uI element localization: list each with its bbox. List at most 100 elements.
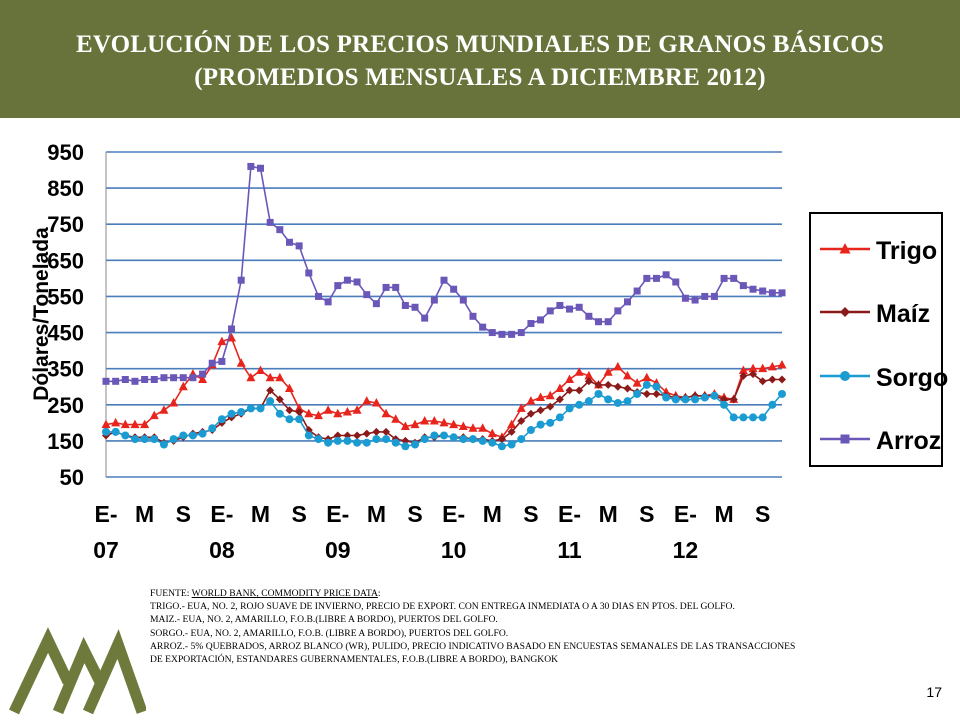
data-point-maiz — [372, 427, 381, 436]
data-point-trigo — [565, 374, 575, 383]
data-point-sorgo — [333, 436, 342, 445]
page-title: EVOLUCIÓN DE LOS PRECIOS MUNDIALES DE GR… — [0, 28, 960, 94]
data-point-arroz — [247, 162, 255, 170]
data-point-trigo — [342, 407, 352, 416]
data-point-arroz — [662, 271, 670, 279]
data-point-arroz — [604, 318, 612, 326]
data-point-sorgo — [179, 431, 188, 440]
data-point-arroz — [160, 374, 168, 382]
source-link[interactable]: WORLD BANK, COMMODITY PRICE DATA — [191, 588, 378, 599]
x-tick-label: E- — [210, 501, 233, 527]
legend-marker — [840, 434, 850, 444]
data-point-arroz — [353, 278, 361, 286]
x-tick-label: S — [176, 501, 191, 527]
data-point-trigo — [256, 365, 266, 374]
data-point-arroz — [469, 312, 477, 320]
data-point-maiz — [594, 380, 603, 389]
data-point-maiz — [749, 370, 758, 379]
data-point-sorgo — [440, 431, 448, 440]
legend-label: Arroz — [876, 427, 941, 455]
data-point-maiz — [623, 384, 632, 393]
data-point-maiz — [584, 377, 593, 386]
data-point-maiz — [507, 427, 516, 436]
data-point-maiz — [739, 371, 748, 380]
x-tick-label: E- — [674, 501, 697, 527]
note-trigo: TRIGO.- EUA, NO. 2, ROJO SUAVE DE INVIER… — [150, 601, 735, 613]
data-point-arroz — [768, 289, 776, 297]
data-point-sorgo — [565, 404, 574, 413]
data-point-arroz — [150, 376, 158, 383]
data-point-maiz — [575, 386, 584, 395]
data-point-arroz — [710, 292, 718, 300]
data-point-trigo — [101, 419, 111, 429]
data-point-arroz — [276, 226, 284, 234]
data-point-maiz — [362, 429, 371, 438]
data-point-sorgo — [575, 400, 584, 409]
data-point-sorgo — [681, 395, 690, 404]
data-point-trigo — [613, 361, 623, 371]
data-point-arroz — [199, 370, 207, 378]
data-point-trigo — [275, 372, 285, 382]
data-point-arroz — [720, 274, 728, 282]
data-point-sorgo — [720, 400, 729, 409]
data-point-arroz — [749, 285, 757, 293]
data-point-trigo — [284, 383, 294, 393]
logo-peak-right — [82, 629, 146, 715]
data-point-arroz — [131, 377, 139, 385]
x-tick-label: M — [135, 501, 154, 527]
data-point-arroz — [121, 376, 129, 383]
series-line-arroz — [106, 165, 782, 383]
y-tick-label: 950 — [47, 140, 84, 165]
x-tick-label: S — [523, 501, 538, 527]
data-point-arroz — [537, 316, 545, 324]
data-point-trigo — [429, 416, 439, 425]
data-point-arroz — [623, 298, 631, 306]
data-point-trigo — [391, 414, 401, 423]
data-point-sorgo — [343, 436, 352, 445]
data-point-sorgo — [749, 413, 758, 422]
data-point-trigo — [198, 374, 208, 383]
data-point-trigo — [304, 408, 314, 418]
data-point-sorgo — [671, 395, 680, 404]
legend-marker — [839, 243, 851, 254]
chart-background — [0, 118, 960, 580]
data-point-sorgo — [227, 409, 236, 418]
data-point-arroz — [652, 274, 660, 282]
data-point-arroz — [778, 289, 786, 297]
data-point-arroz — [430, 296, 438, 304]
data-point-maiz — [353, 431, 362, 440]
data-point-arroz — [566, 305, 574, 313]
source-line: FUENTE: WORLD BANK, COMMODITY PRICE DATA… — [150, 588, 381, 599]
x-tick-label: S — [291, 501, 306, 527]
data-point-trigo — [632, 378, 642, 387]
data-point-arroz — [527, 320, 535, 328]
data-point-arroz — [102, 377, 110, 385]
data-point-trigo — [478, 423, 488, 432]
data-point-sorgo — [285, 415, 294, 424]
data-point-trigo — [516, 403, 526, 412]
data-point-maiz — [652, 389, 661, 398]
data-point-trigo — [487, 428, 497, 438]
organization-logo — [9, 627, 146, 715]
data-point-arroz — [440, 276, 448, 284]
data-point-maiz — [729, 395, 738, 404]
data-point-sorgo — [295, 415, 304, 424]
data-point-maiz — [536, 406, 545, 415]
legend-label: Maíz — [876, 300, 930, 328]
data-point-trigo — [217, 336, 227, 346]
data-point-maiz — [768, 375, 777, 384]
x-tick-label: M — [367, 501, 386, 527]
data-point-sorgo — [642, 380, 651, 389]
y-tick-label: 550 — [47, 284, 84, 309]
data-point-trigo — [333, 408, 343, 418]
data-point-maiz — [555, 395, 564, 404]
data-point-trigo — [777, 360, 787, 369]
data-point-sorgo — [353, 438, 362, 447]
y-axis-label: Dólares/Tonelada — [30, 227, 53, 401]
data-point-arroz — [189, 374, 197, 382]
data-point-sorgo — [758, 413, 767, 422]
title-banner: EVOLUCIÓN DE LOS PRECIOS MUNDIALES DE GR… — [0, 0, 960, 118]
data-point-trigo — [178, 381, 188, 391]
data-point-arroz — [739, 282, 747, 290]
data-point-arroz — [237, 276, 245, 284]
